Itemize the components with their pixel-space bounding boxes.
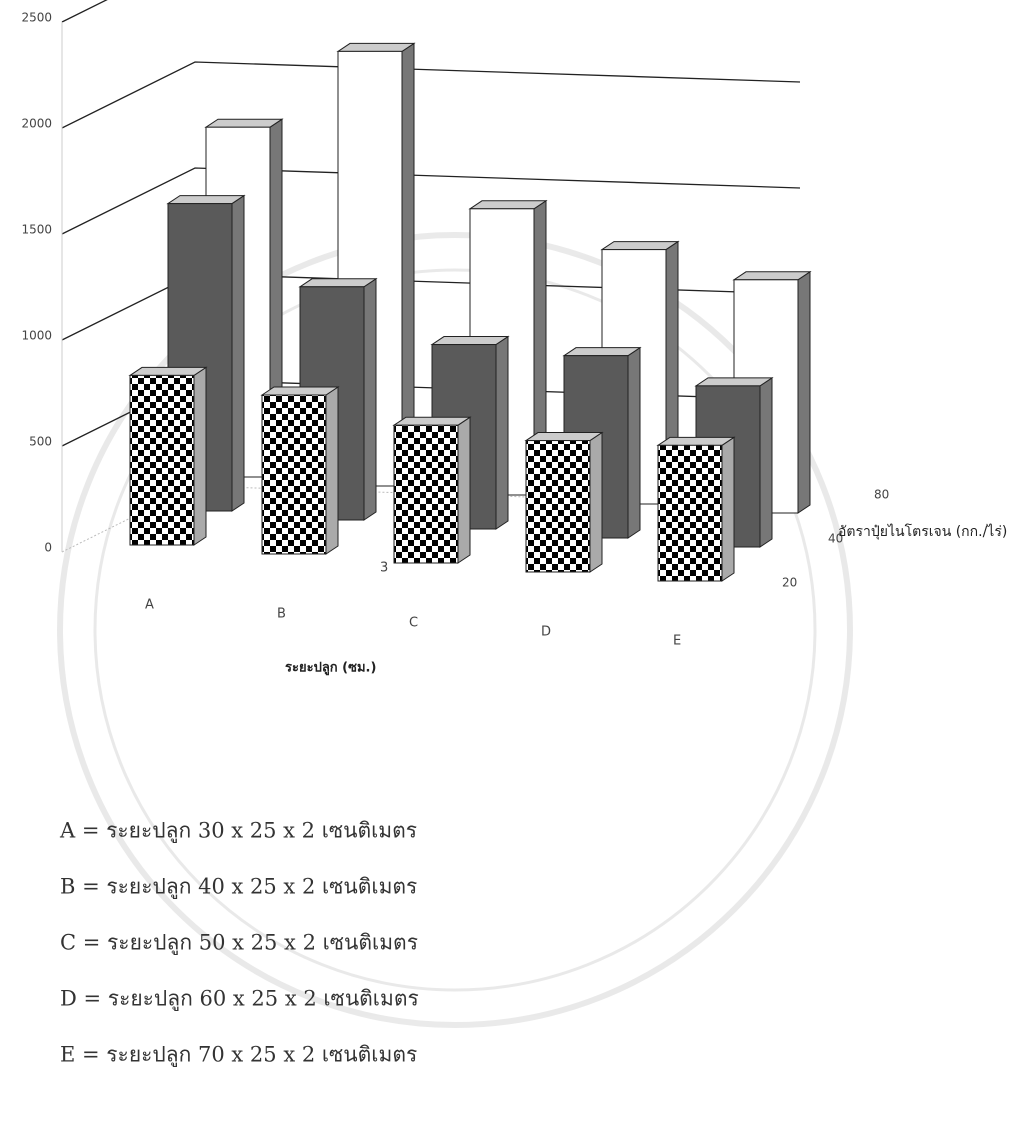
bar-top [128, 366, 208, 376]
depth-tick-label: 80 [874, 488, 889, 502]
y-tick-label: 500 [29, 435, 52, 449]
bar-side [193, 366, 207, 546]
x-tick-label: D [541, 625, 551, 640]
note: B = ระยะปลูก 40 x 25 x 2 เซนติเมตร [60, 875, 417, 900]
x-axis-title: ระยะปลูก (ซม.) [285, 661, 376, 676]
bar-top [656, 436, 736, 446]
grid-line [61, 167, 801, 235]
bar-top [430, 336, 510, 346]
x-tick-label: B [277, 607, 286, 622]
bar [656, 436, 736, 582]
bar-side [627, 346, 641, 539]
depth-tick-label: 40 [828, 532, 843, 546]
y-tick-label: 1000 [21, 329, 52, 343]
grid-line [61, 0, 108, 23]
bar-top [694, 377, 774, 387]
x-tick-label: A [145, 598, 154, 613]
bar-top [562, 347, 642, 357]
bar-top [166, 195, 246, 205]
bar-side [231, 194, 245, 512]
depth-tick-label: 20 [782, 576, 797, 590]
bar-front [129, 374, 195, 546]
bar-side [721, 436, 735, 582]
bar-top [204, 118, 284, 128]
bar-top [732, 271, 812, 281]
bar-top [468, 200, 548, 210]
grid-line [61, 61, 801, 129]
bar-side [495, 335, 509, 530]
bar [128, 366, 208, 546]
bar-top [298, 278, 378, 288]
bar-side [797, 270, 811, 514]
x-tick-label: E [673, 634, 681, 649]
bar [392, 416, 472, 564]
y-tick-label: 2000 [21, 117, 52, 131]
bar-side [759, 376, 773, 548]
plot: 0 500 1000 1500 2000 2500 80 40 20 A B C D E [21, 0, 889, 649]
note: A = ระยะปลูก 30 x 25 x 2 เซนติเมตร [59, 819, 417, 844]
bar-side [589, 431, 603, 573]
y-tick-label: 0 [44, 541, 52, 555]
bar-side [363, 277, 377, 521]
note: C = ระยะปลูก 50 x 25 x 2 เซนติเมตร [60, 931, 418, 956]
bar-top [392, 416, 472, 426]
x-tick-label: C [409, 616, 418, 631]
y-tick-label: 2500 [21, 11, 52, 25]
bar-top [336, 42, 416, 52]
bar-front [657, 444, 723, 582]
note: E = ระยะปลูก 70 x 25 x 2 เซนติเมตร [60, 1043, 417, 1068]
bar [524, 431, 604, 573]
annotation: 3 [380, 561, 388, 576]
bar-top [260, 386, 340, 396]
bar-front [393, 424, 459, 564]
bar-front [261, 394, 327, 555]
bar-side [325, 386, 339, 555]
bar [260, 386, 340, 555]
note: D = ระยะปลูก 60 x 25 x 2 เซนติเมตร [60, 987, 419, 1012]
bar-front [525, 440, 591, 573]
y-tick-label: 1500 [21, 223, 52, 237]
depth-axis-title: อัตราปุ๋ยไนโตรเจน (กก./ไร่) [838, 523, 1007, 540]
watermark [57, 232, 853, 1028]
bar-side [457, 416, 471, 564]
bar-top [524, 432, 604, 442]
bar-top [600, 241, 680, 251]
